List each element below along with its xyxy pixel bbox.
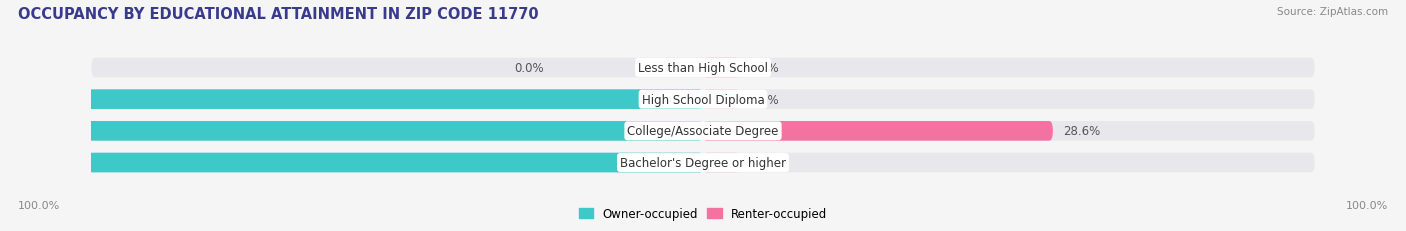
FancyBboxPatch shape xyxy=(91,58,1315,78)
FancyBboxPatch shape xyxy=(703,153,740,173)
Text: Bachelor's Degree or higher: Bachelor's Degree or higher xyxy=(620,156,786,169)
Text: 28.6%: 28.6% xyxy=(1063,125,1099,138)
Text: 100.0%: 100.0% xyxy=(1346,200,1388,210)
FancyBboxPatch shape xyxy=(703,90,740,109)
FancyBboxPatch shape xyxy=(0,90,703,109)
FancyBboxPatch shape xyxy=(91,122,1315,141)
Text: 0.0%: 0.0% xyxy=(749,62,779,75)
Text: OCCUPANCY BY EDUCATIONAL ATTAINMENT IN ZIP CODE 11770: OCCUPANCY BY EDUCATIONAL ATTAINMENT IN Z… xyxy=(18,7,538,22)
Text: 0.0%: 0.0% xyxy=(515,62,544,75)
FancyBboxPatch shape xyxy=(91,90,1315,109)
Text: Source: ZipAtlas.com: Source: ZipAtlas.com xyxy=(1277,7,1388,17)
Text: 0.0%: 0.0% xyxy=(749,93,779,106)
Text: High School Diploma: High School Diploma xyxy=(641,93,765,106)
FancyBboxPatch shape xyxy=(91,153,1315,173)
Text: Less than High School: Less than High School xyxy=(638,62,768,75)
Text: College/Associate Degree: College/Associate Degree xyxy=(627,125,779,138)
Legend: Owner-occupied, Renter-occupied: Owner-occupied, Renter-occupied xyxy=(574,203,832,225)
FancyBboxPatch shape xyxy=(0,153,703,173)
FancyBboxPatch shape xyxy=(703,58,740,78)
FancyBboxPatch shape xyxy=(0,122,703,141)
Text: 100.0%: 100.0% xyxy=(18,200,60,210)
Text: 0.0%: 0.0% xyxy=(749,156,779,169)
FancyBboxPatch shape xyxy=(703,122,1053,141)
